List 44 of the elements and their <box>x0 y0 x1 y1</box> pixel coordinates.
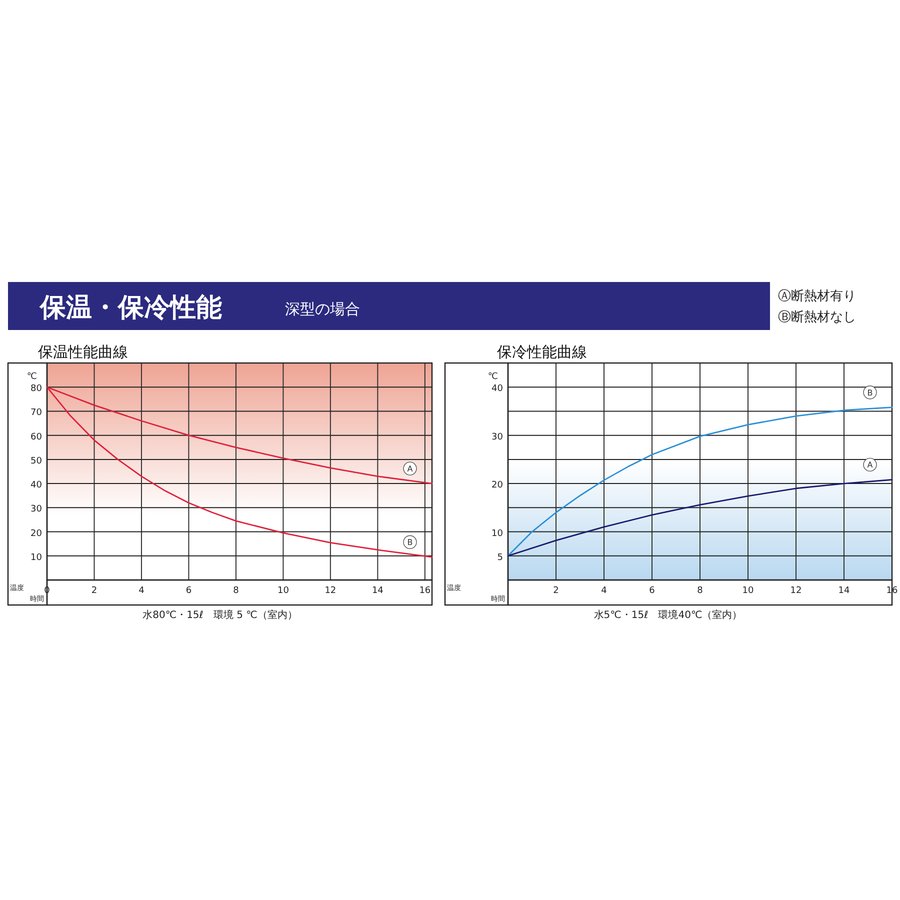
y-tick-label: 5 <box>497 552 503 563</box>
series-label: A <box>407 464 414 474</box>
text: 深型の場合 <box>285 300 360 318</box>
x-tick-label: 14 <box>372 586 384 596</box>
y-axis-title: ℃ <box>26 372 37 382</box>
y-tick-label: 60 <box>30 432 42 442</box>
y-tick-label: 40 <box>30 480 42 491</box>
x-tick-label: 8 <box>233 586 240 596</box>
text: Ⓑ断熱材なし <box>778 310 856 325</box>
x-tick-label: 10 <box>742 586 754 596</box>
text: 水80℃・15ℓ 環境 5 ℃（室内） <box>142 609 298 621</box>
y-tick-label: 40 <box>492 384 504 394</box>
line-series <box>507 406 893 557</box>
x-tick-label: 12 <box>790 586 802 596</box>
x-tick-label: 6 <box>186 586 192 596</box>
chart-title: 保冷性能曲線 <box>497 343 587 361</box>
y-tick-label: 80 <box>30 384 42 394</box>
text: 水5℃・15ℓ 環境40℃（室内） <box>594 609 742 621</box>
x-tick-label: 4 <box>138 586 145 596</box>
text: 保温・保冷性能 <box>39 293 222 323</box>
y-tick-label: 50 <box>30 456 42 466</box>
x-tick-label: 6 <box>649 586 656 596</box>
x-tick-label: 8 <box>697 586 704 596</box>
y-tick-label: 70 <box>30 408 42 418</box>
line-series <box>507 479 893 557</box>
y-tick-label: 10 <box>492 528 504 539</box>
x-tick-label: 2 <box>91 586 98 596</box>
y-tick-label: 30 <box>492 432 504 442</box>
y-axis-title: ℃ <box>488 372 498 382</box>
x-tick-label: 14 <box>838 586 850 596</box>
series-label: A <box>867 460 874 470</box>
x-tick-label: 12 <box>324 586 336 596</box>
y-tick-label: 30 <box>30 504 42 515</box>
y-tick-label: 10 <box>30 552 42 563</box>
x-tick-label: 10 <box>277 586 290 596</box>
x-tick-label: 2 <box>553 586 559 596</box>
series-label: B <box>407 538 413 548</box>
series-label: B <box>867 388 873 398</box>
x-tick-label: 4 <box>601 586 608 596</box>
text: Ⓐ断熱材有り <box>778 289 856 304</box>
y-tick-label: 20 <box>492 480 504 491</box>
chart-title: 保温性能曲線 <box>38 343 128 361</box>
x-tick-label: 16 <box>419 586 431 596</box>
y-tick-label: 20 <box>30 528 42 539</box>
